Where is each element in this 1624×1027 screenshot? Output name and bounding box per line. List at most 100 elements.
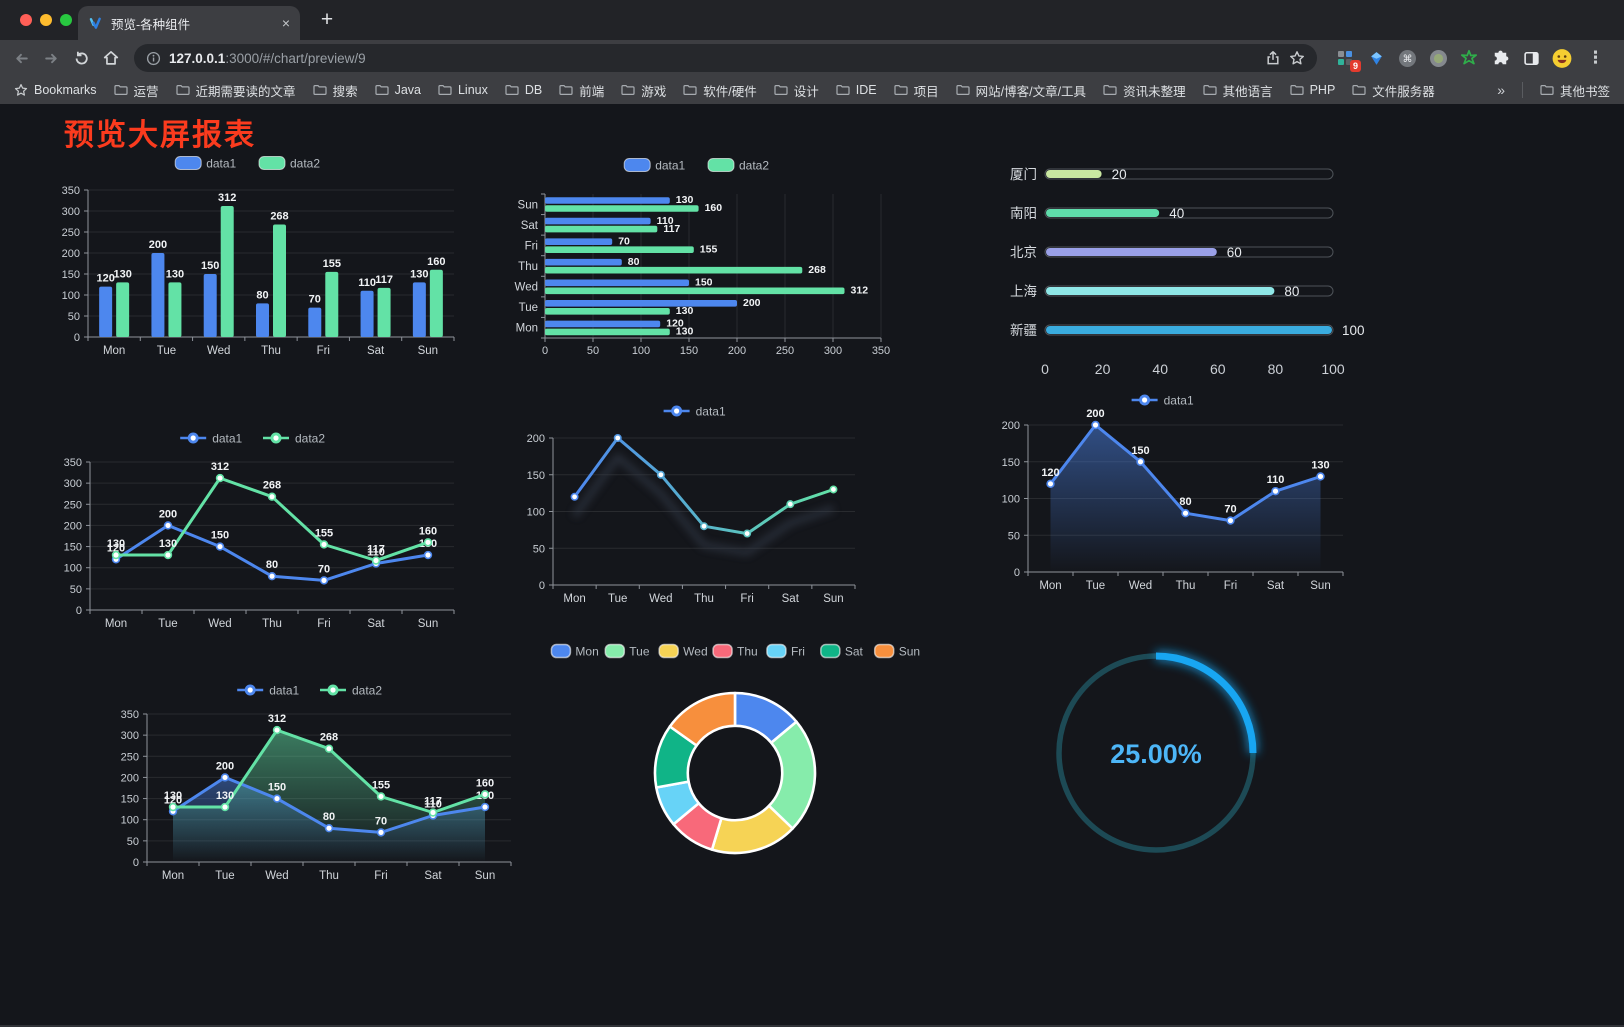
svg-text:60: 60 xyxy=(1210,361,1226,377)
svg-text:155: 155 xyxy=(700,243,718,255)
svg-text:80: 80 xyxy=(1268,361,1284,377)
gauge-chart: 25.00% xyxy=(1044,640,1272,870)
folder-icon xyxy=(894,85,908,95)
bookmark-folder[interactable]: 运营 xyxy=(113,81,159,100)
svg-text:250: 250 xyxy=(121,751,139,763)
svg-text:Fri: Fri xyxy=(740,593,753,605)
svg-text:130: 130 xyxy=(676,194,694,206)
side-panel-icon[interactable] xyxy=(1521,48,1541,68)
svg-text:300: 300 xyxy=(64,478,82,490)
reload-button[interactable] xyxy=(66,43,96,73)
svg-text:100: 100 xyxy=(527,507,545,519)
bookmark-folder[interactable]: Java xyxy=(374,81,421,100)
svg-text:312: 312 xyxy=(211,461,229,473)
bookmark-folder[interactable]: 网站/博客/文章/工具 xyxy=(956,81,1086,100)
svg-text:155: 155 xyxy=(372,779,390,791)
svg-text:300: 300 xyxy=(121,730,139,742)
bookmarks-overflow-chevron[interactable]: » xyxy=(1497,82,1505,98)
svg-text:200: 200 xyxy=(62,248,80,260)
svg-text:Sun: Sun xyxy=(418,618,438,630)
bookmark-folder[interactable]: 搜索 xyxy=(312,81,358,100)
other-bookmarks-folder[interactable]: 其他书签 xyxy=(1540,81,1610,100)
close-window-button[interactable] xyxy=(20,14,32,26)
browser-menu-button[interactable]: ⋮ xyxy=(1587,48,1604,67)
svg-text:0: 0 xyxy=(539,580,545,592)
bookmark-folder[interactable]: 前端 xyxy=(559,81,604,100)
extension-gem-icon[interactable] xyxy=(1366,48,1386,68)
bookmark-folder[interactable]: IDE xyxy=(836,81,877,100)
star-icon xyxy=(14,83,28,96)
bookmark-folder[interactable]: 设计 xyxy=(774,81,819,100)
svg-text:350: 350 xyxy=(121,709,139,721)
bookmark-folder-label: IDE xyxy=(855,83,877,97)
svg-text:268: 268 xyxy=(270,210,288,222)
svg-text:Wed: Wed xyxy=(515,282,538,294)
svg-text:50: 50 xyxy=(1008,530,1020,542)
svg-text:Fri: Fri xyxy=(317,618,330,630)
svg-text:155: 155 xyxy=(315,527,333,539)
url-text[interactable]: 127.0.0.1:3000/#/chart/preview/9 xyxy=(169,51,366,66)
profile-avatar[interactable] xyxy=(1552,48,1572,68)
extension-grid-icon[interactable]: 9 xyxy=(1335,48,1361,72)
close-tab-icon[interactable]: × xyxy=(281,15,290,31)
bookmark-folder[interactable]: 游戏 xyxy=(621,81,666,100)
forward-button[interactable] xyxy=(36,43,66,73)
extension-record-icon[interactable] xyxy=(1428,48,1448,68)
back-button[interactable] xyxy=(6,43,36,73)
svg-text:117: 117 xyxy=(367,544,385,556)
bookmark-star-icon[interactable] xyxy=(1289,50,1305,66)
new-tab-button[interactable]: + xyxy=(320,8,334,31)
bookmark-folder[interactable]: PHP xyxy=(1289,81,1335,100)
folder-icon xyxy=(1540,85,1554,95)
extensions-puzzle-icon[interactable] xyxy=(1490,48,1510,68)
bookmark-folder-label: 软件/硬件 xyxy=(703,84,757,99)
folder-icon xyxy=(1202,85,1217,95)
svg-text:Sat: Sat xyxy=(845,645,864,659)
extension-green-star-icon[interactable] xyxy=(1459,48,1479,68)
svg-text:160: 160 xyxy=(476,777,494,789)
bookmark-folder[interactable]: 文件服务器 xyxy=(1352,81,1435,100)
svg-text:150: 150 xyxy=(211,530,229,542)
zoom-window-button[interactable] xyxy=(60,14,72,26)
tab-strip: 预览-各种组件 × + xyxy=(0,0,1624,40)
svg-text:data2: data2 xyxy=(739,159,769,173)
home-icon xyxy=(103,51,119,65)
svg-text:268: 268 xyxy=(263,480,281,492)
minimize-window-button[interactable] xyxy=(40,14,52,26)
browser-tab[interactable]: 预览-各种组件 × xyxy=(78,6,300,40)
svg-text:50: 50 xyxy=(68,311,80,323)
bookmark-folder[interactable]: DB xyxy=(505,81,542,100)
folder-icon xyxy=(1103,85,1117,95)
svg-text:Mon: Mon xyxy=(516,323,538,335)
bookmark-folder[interactable]: 其他语言 xyxy=(1202,81,1273,100)
home-button[interactable] xyxy=(96,43,126,73)
bookmark-folder[interactable]: Linux xyxy=(438,81,488,100)
bookmark-folder[interactable]: 近期需要读的文章 xyxy=(175,81,296,100)
bookmark-folder[interactable]: 软件/硬件 xyxy=(683,81,757,100)
svg-text:data1: data1 xyxy=(655,159,685,173)
svg-text:data1: data1 xyxy=(206,157,236,171)
svg-text:130: 130 xyxy=(676,305,694,317)
svg-text:70: 70 xyxy=(375,815,387,827)
svg-text:150: 150 xyxy=(680,345,698,357)
bookmark-folder-label: 游戏 xyxy=(641,84,667,99)
svg-text:200: 200 xyxy=(1002,420,1020,432)
svg-text:Tue: Tue xyxy=(215,870,234,882)
bookmark-folder-label: Java xyxy=(394,83,421,97)
svg-text:Wed: Wed xyxy=(208,618,231,630)
svg-text:130: 130 xyxy=(676,326,694,338)
folder-icon xyxy=(374,85,389,95)
info-icon[interactable] xyxy=(146,51,161,66)
svg-text:130: 130 xyxy=(107,538,125,550)
bookmark-folder-label: 项目 xyxy=(913,84,939,99)
bookmark-folder[interactable]: 资讯未整理 xyxy=(1103,81,1186,100)
bookmarks-star-item[interactable]: Bookmarks xyxy=(14,83,97,97)
extension-command-icon[interactable]: ⌘ xyxy=(1397,48,1417,68)
address-bar[interactable]: 127.0.0.1:3000/#/chart/preview/9 xyxy=(134,44,1317,72)
bookmark-folder[interactable]: 项目 xyxy=(894,81,939,100)
dashboard-page: 预览大屏报表 data1 data2 0 50 100 150 200 250 300 350 Mo… xyxy=(0,104,1624,1027)
share-icon[interactable] xyxy=(1265,50,1281,66)
svg-text:Tue: Tue xyxy=(1086,580,1105,592)
svg-text:130: 130 xyxy=(164,790,182,802)
svg-text:data2: data2 xyxy=(290,157,320,171)
